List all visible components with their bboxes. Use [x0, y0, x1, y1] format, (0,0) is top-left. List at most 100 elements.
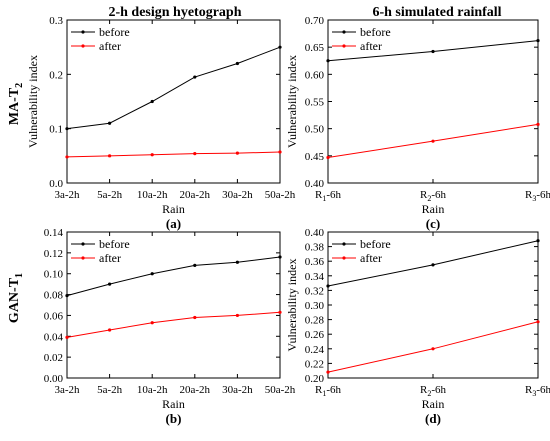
- series-line-after: [327, 321, 539, 373]
- y-tick-label: 0.20: [305, 373, 325, 385]
- x-tick-label: R3-6h: [525, 189, 550, 203]
- data-point-after: [278, 150, 282, 154]
- y-tick-label: 0.06: [44, 310, 64, 322]
- data-point-after: [278, 310, 282, 314]
- series-line-after: [66, 151, 281, 158]
- data-point-after: [431, 347, 435, 351]
- data-point-before: [150, 99, 154, 104]
- y-tick-label: 0.36: [305, 256, 325, 268]
- legend-label-after: after: [360, 251, 382, 265]
- x-tick-label: R2-6h: [420, 384, 447, 398]
- x-tick-label: 3a-2h: [54, 384, 80, 396]
- x-axis-title: Rain: [162, 397, 185, 411]
- y-tick-label: 0.12: [44, 248, 63, 260]
- legend-marker-before: [342, 242, 346, 246]
- x-tick-label: 10a-2h: [137, 189, 168, 201]
- legend-marker-before: [81, 242, 85, 246]
- legend-label-before: before: [99, 25, 130, 39]
- y-tick-label: 0.22: [305, 358, 324, 370]
- y-tick-label: 0.60: [305, 69, 325, 81]
- data-point-after: [536, 320, 540, 324]
- x-tick-label: R1-6h: [315, 189, 342, 203]
- data-point-before: [536, 239, 540, 243]
- data-point-before: [278, 45, 282, 49]
- data-point-after: [235, 313, 239, 318]
- data-point-before: [235, 61, 239, 66]
- data-point-after: [150, 153, 154, 157]
- x-tick-label: R2-6h: [420, 189, 447, 203]
- legend-marker-after: [81, 256, 85, 260]
- series-line-before: [66, 46, 281, 130]
- y-tick-label: 0.32: [305, 285, 324, 297]
- legend-label-after: after: [99, 251, 121, 265]
- y-axis-title: Vulnerability index: [26, 55, 40, 148]
- data-point-before: [235, 260, 239, 264]
- data-point-before: [326, 59, 330, 63]
- legend-label-before: before: [99, 237, 130, 251]
- x-tick-label: 10a-2h: [137, 384, 168, 396]
- data-point-after: [193, 152, 197, 156]
- y-axis-title: Vulnerability index: [285, 259, 299, 352]
- legend-marker-after: [81, 44, 85, 48]
- y-tick-label: 0.55: [305, 97, 325, 109]
- y-tick-label: 0.24: [305, 344, 325, 356]
- y-tick-label: 0.10: [44, 269, 64, 281]
- data-point-before: [108, 121, 112, 125]
- legend-marker-after: [342, 44, 346, 48]
- legend-marker-after: [342, 256, 346, 260]
- x-tick-label: 20a-2h: [180, 384, 211, 396]
- y-tick-label: 0.38: [305, 242, 325, 254]
- data-point-before: [65, 127, 69, 131]
- legend-marker-before: [342, 30, 346, 34]
- x-tick-label: 50a-2h: [265, 189, 296, 201]
- y-tick-label: 0.26: [305, 329, 325, 341]
- y-tick-label: 0.30: [305, 300, 325, 312]
- panel-label: (a): [166, 216, 181, 231]
- panel-label: (c): [426, 216, 440, 231]
- x-tick-label: 30a-2h: [222, 384, 253, 396]
- panel-label: (d): [425, 411, 441, 426]
- plot-frame: [66, 19, 281, 184]
- data-point-before: [278, 255, 282, 259]
- data-point-after: [536, 122, 540, 126]
- data-point-before: [193, 263, 197, 267]
- data-point-after: [193, 315, 197, 320]
- series-line-before: [66, 256, 281, 297]
- chart-panel-2: 0.00 0.02 0.04 0.06 0.08 0.10 0.12 0.14 3a-2h 5a-…: [44, 227, 296, 426]
- legend-label-before: before: [360, 237, 391, 251]
- y-tick-label: 0.70: [305, 15, 325, 27]
- y-tick-label: 0.45: [305, 151, 325, 163]
- x-tick-label: 50a-2h: [265, 384, 296, 396]
- chart-panel-1: 0.0 0.1 0.2 0.3 3a-2h 5a-2h 10a-2h 20a-2h 30a-2h…: [26, 15, 296, 231]
- plot-frame: [66, 231, 281, 379]
- legend-label-after: after: [360, 39, 382, 53]
- data-point-before: [108, 282, 112, 286]
- y-tick-label: 0.0: [49, 178, 63, 190]
- data-point-after: [150, 321, 154, 325]
- x-axis-title: Rain: [162, 202, 185, 216]
- y-tick-label: 0.04: [44, 331, 64, 343]
- row-label-1: MA-T2: [7, 83, 25, 125]
- y-tick-label: 0.00: [44, 373, 64, 385]
- x-axis-title: Rain: [422, 202, 445, 216]
- legend-label-after: after: [99, 39, 121, 53]
- data-point-before: [326, 284, 330, 288]
- x-axis-title: Rain: [422, 397, 445, 411]
- y-tick-label: 0.65: [305, 42, 325, 54]
- x-tick-label: 5a-2h: [97, 384, 123, 396]
- x-tick-label: 20a-2h: [180, 189, 211, 201]
- y-tick-label: 0.40: [305, 227, 325, 239]
- legend-label-before: before: [360, 25, 391, 39]
- y-tick-label: 0.28: [305, 315, 325, 327]
- x-tick-label: 3a-2h: [54, 189, 80, 201]
- y-axis-title: Vulnerability index: [285, 55, 299, 148]
- y-tick-label: 0.50: [305, 124, 325, 136]
- series-line-after: [66, 311, 281, 338]
- y-tick-label: 0.1: [49, 124, 63, 136]
- chart-panel-4: 0.20 0.22 0.24 0.26 0.28 0.30 0.32 0.34 0.36 0.38…: [285, 227, 550, 426]
- x-tick-label: 30a-2h: [222, 189, 253, 201]
- data-point-after: [65, 335, 69, 339]
- col-title-right: 6-h simulated rainfall: [372, 5, 501, 20]
